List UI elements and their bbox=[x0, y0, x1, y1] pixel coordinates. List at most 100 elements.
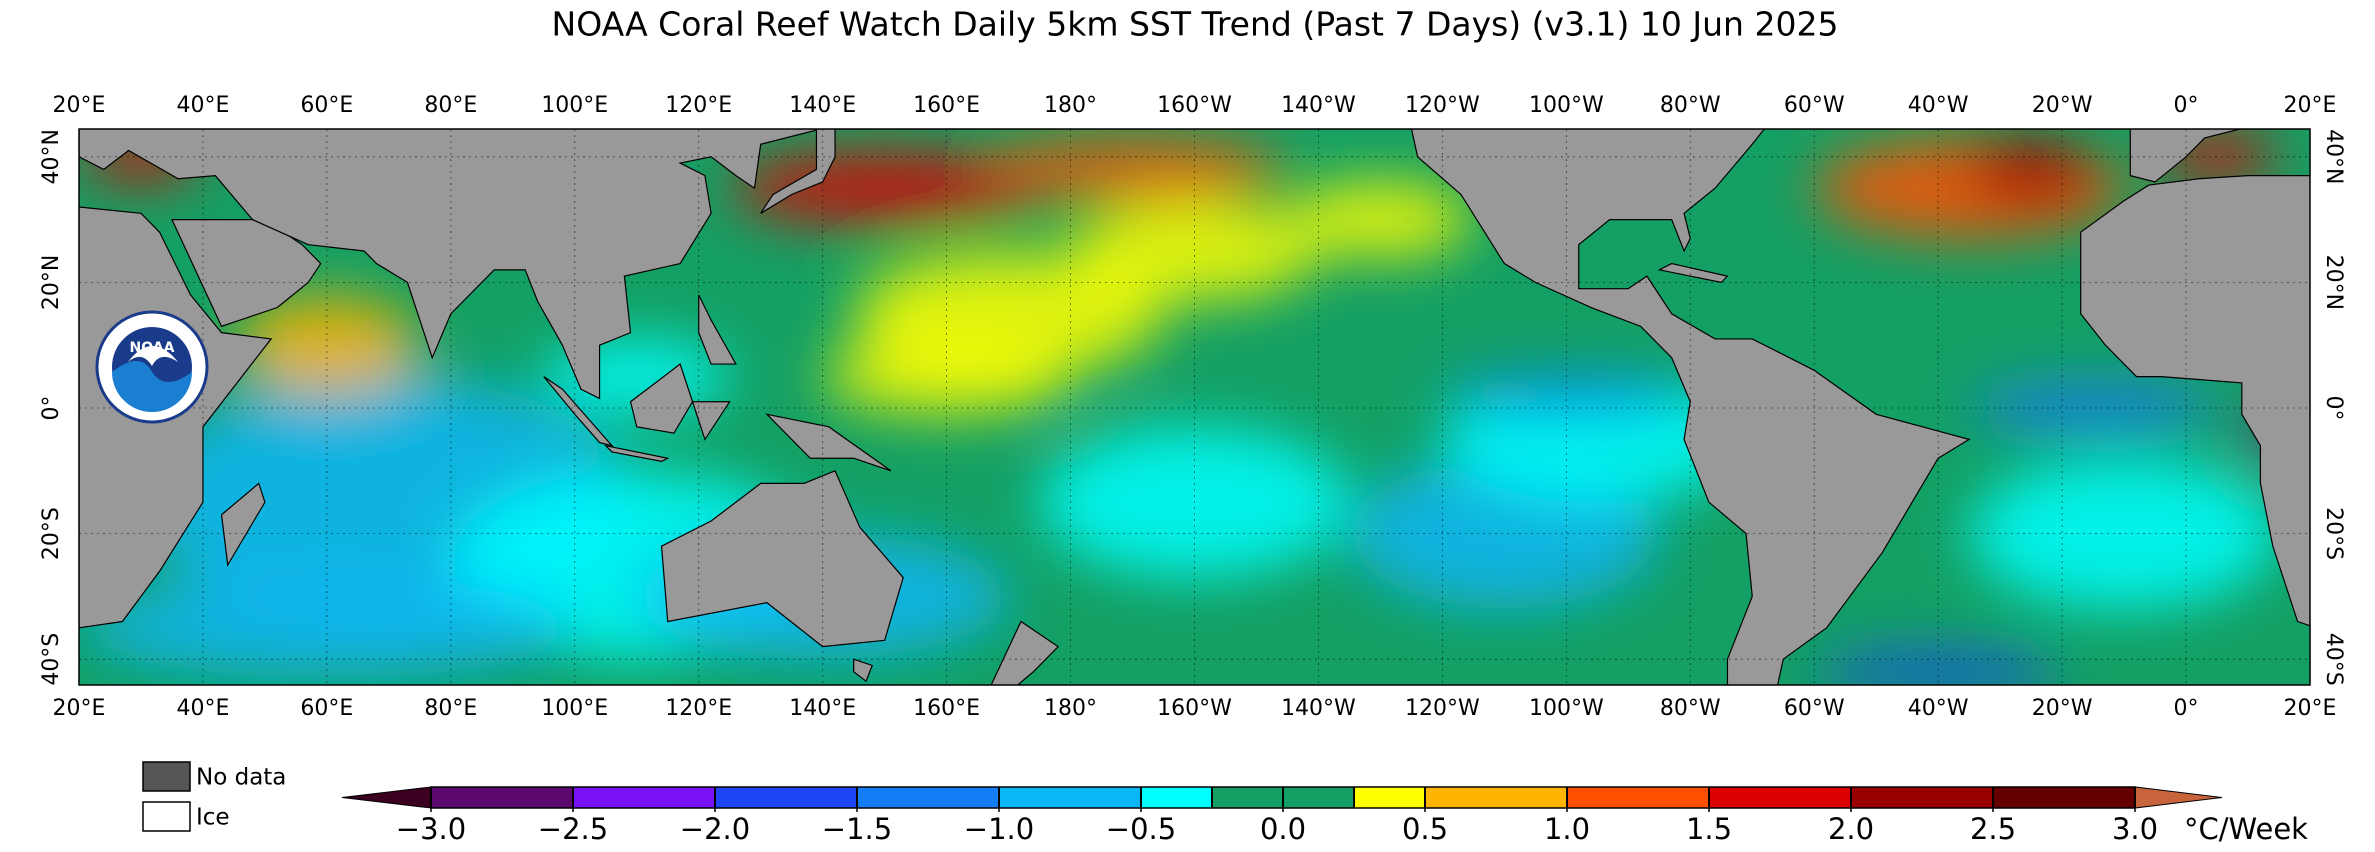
colorbar-bin bbox=[1709, 787, 1851, 808]
lon-label-bottom: 120°E bbox=[665, 696, 732, 721]
lon-label-top: 20°E bbox=[2284, 93, 2337, 118]
colorbar-tick-label: −1.0 bbox=[964, 812, 1034, 846]
colorbar-bin bbox=[1567, 787, 1709, 808]
colorbar-tick-label: 1.5 bbox=[1686, 812, 1732, 846]
lon-label-bottom: 40°E bbox=[176, 696, 229, 721]
sst-blob bbox=[1969, 382, 2218, 434]
lon-label-bottom: 160°W bbox=[1157, 696, 1232, 721]
lon-label-bottom: 140°E bbox=[789, 696, 856, 721]
colorbar: −3.0 −2.5 −2.0 −1.5 −1.0 −0.5 0.0 0.5 1.0 1.5 2.0 2… bbox=[341, 786, 2308, 846]
lon-label-top: 120°E bbox=[665, 93, 732, 118]
lon-label-top: 40°W bbox=[1908, 93, 1969, 118]
logo-bird bbox=[128, 346, 178, 366]
colorbar-bin bbox=[431, 787, 573, 808]
lon-label-top: 120°W bbox=[1405, 93, 1480, 118]
map-frame bbox=[78, 128, 2311, 686]
colorbar-bin bbox=[999, 787, 1141, 808]
colorbar-bin bbox=[1993, 787, 2135, 808]
logo-wave bbox=[112, 361, 192, 412]
landmass bbox=[220, 482, 266, 567]
lon-label-bottom: 40°W bbox=[1908, 696, 1969, 721]
lon-label-top: 180° bbox=[1044, 93, 1097, 118]
lon-label-bottom: 100°W bbox=[1529, 696, 1604, 721]
landmass bbox=[760, 129, 836, 214]
colorbar-tick-label: 3.0 bbox=[2112, 812, 2158, 846]
ice-swatch bbox=[142, 801, 191, 832]
colorbar-bin bbox=[1425, 787, 1567, 808]
lon-label-top: 60°E bbox=[300, 93, 353, 118]
lon-label-bottom: 100°E bbox=[541, 696, 608, 721]
colorbar-tick-label: −0.5 bbox=[1106, 812, 1176, 846]
sst-blob bbox=[729, 150, 1040, 226]
lon-label-top: 140°W bbox=[1281, 93, 1356, 118]
landmass bbox=[629, 363, 694, 434]
lon-label-bottom: 60°E bbox=[300, 696, 353, 721]
colorbar-tick-label: −2.5 bbox=[538, 812, 608, 846]
lon-label-top: 40°E bbox=[176, 93, 229, 118]
lon-label-top: 20°W bbox=[2032, 93, 2093, 118]
landmass bbox=[79, 129, 823, 400]
colorbar-under bbox=[341, 786, 432, 809]
sst-blob bbox=[1814, 652, 2063, 685]
colorbar-bin bbox=[573, 787, 715, 808]
lat-label-right: 20°N bbox=[2321, 255, 2346, 310]
colorbar-tick-label: 2.5 bbox=[1970, 812, 2016, 846]
lon-label-top: 60°W bbox=[1784, 93, 1845, 118]
lon-label-bottom: 60°W bbox=[1784, 696, 1845, 721]
colorbar-tick-label: 0.0 bbox=[1260, 812, 1306, 846]
sst-blob bbox=[1969, 458, 2280, 609]
lon-label-bottom: 80°E bbox=[424, 696, 477, 721]
colorbar-bin bbox=[715, 787, 857, 808]
colorbar-tick-label: −2.0 bbox=[680, 812, 750, 846]
colorbar-unit: °C/Week bbox=[2184, 812, 2308, 846]
lon-label-top: 80°E bbox=[424, 93, 477, 118]
lon-label-top: 160°E bbox=[913, 93, 980, 118]
lon-label-top: 160°W bbox=[1157, 93, 1232, 118]
lon-label-bottom: 120°W bbox=[1405, 696, 1480, 721]
colorbar-bin bbox=[1851, 787, 1993, 808]
logo-text: NOAA bbox=[130, 340, 175, 356]
sst-blob bbox=[1442, 376, 1691, 415]
landmass bbox=[765, 413, 892, 472]
colorbar-bin bbox=[1354, 787, 1425, 808]
sst-blob bbox=[1287, 181, 1474, 258]
lat-label-left: 20°S bbox=[39, 507, 64, 560]
landmass bbox=[543, 376, 614, 447]
lon-label-top: 20°E bbox=[53, 93, 106, 118]
legend-no-data: No data bbox=[196, 765, 286, 791]
landmass bbox=[691, 401, 731, 441]
map bbox=[79, 129, 2310, 685]
lon-label-bottom: 140°W bbox=[1281, 696, 1356, 721]
axis-labels: 20°E 20°E 40°E 40°E 60°E 60°E 80°E 80°E 100°E 100… bbox=[39, 93, 2346, 721]
lon-label-bottom: 160°E bbox=[913, 696, 980, 721]
colorbar-tick-label: 0.5 bbox=[1402, 812, 1448, 846]
lon-label-bottom: 20°E bbox=[2284, 696, 2337, 721]
lon-label-bottom: 20°E bbox=[53, 696, 106, 721]
lon-label-bottom: 180° bbox=[1044, 696, 1097, 721]
colorbar-over bbox=[2134, 786, 2223, 809]
title: NOAA Coral Reef Watch Daily 5km SST Tren… bbox=[552, 5, 1839, 44]
lon-label-top: 80°W bbox=[1660, 93, 1721, 118]
lon-label-top: 100°E bbox=[541, 93, 608, 118]
lat-label-right: 40°S bbox=[2321, 633, 2346, 686]
lon-label-bottom: 20°W bbox=[2032, 696, 2093, 721]
lat-label-left: 0° bbox=[39, 396, 64, 421]
lat-label-right: 0° bbox=[2321, 396, 2346, 421]
colorbar-bin bbox=[1212, 787, 1283, 808]
colorbar-tick-label: −1.5 bbox=[822, 812, 892, 846]
lon-label-top: 0° bbox=[2174, 93, 2199, 118]
landmass bbox=[990, 620, 1060, 685]
lon-label-top: 100°W bbox=[1529, 93, 1604, 118]
colorbar-bin bbox=[1283, 787, 1354, 808]
landmass bbox=[698, 294, 737, 365]
lon-label-bottom: 0° bbox=[2174, 696, 2199, 721]
colorbar-tick-label: −3.0 bbox=[396, 812, 466, 846]
noaa-logo: NOAA bbox=[95, 310, 209, 424]
lon-label-bottom: 80°W bbox=[1660, 696, 1721, 721]
colorbar-tick-label: 1.0 bbox=[1544, 812, 1590, 846]
colorbar-bin bbox=[1141, 787, 1212, 808]
lat-label-left: 40°S bbox=[39, 633, 64, 686]
lat-label-left: 40°N bbox=[39, 129, 64, 184]
colorbar-bin bbox=[857, 787, 999, 808]
